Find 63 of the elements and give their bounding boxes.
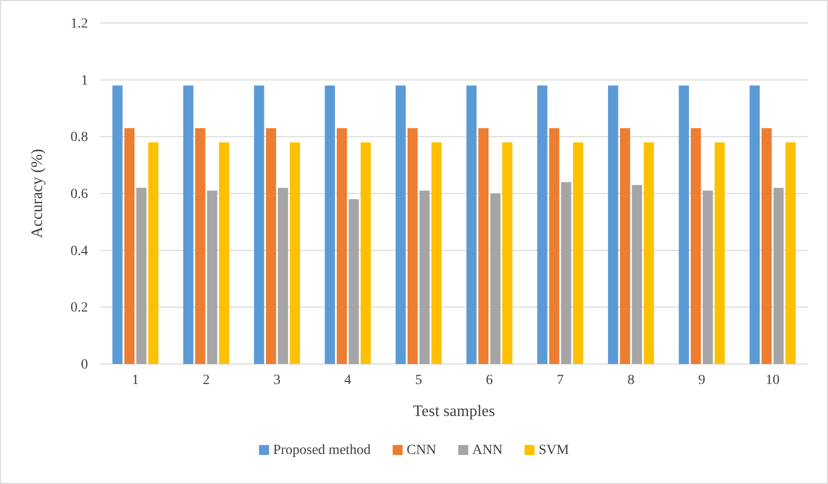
bar xyxy=(396,86,406,364)
bar xyxy=(620,128,630,364)
legend-label: Proposed method xyxy=(273,443,371,458)
bar xyxy=(714,142,725,364)
bar xyxy=(136,188,146,364)
bar xyxy=(219,142,230,364)
bar xyxy=(195,128,206,364)
x-tick-label: 5 xyxy=(415,372,422,388)
x-tick-label: 6 xyxy=(486,372,493,388)
bar xyxy=(573,142,584,364)
x-axis-title: Test samples xyxy=(413,403,495,420)
bar xyxy=(690,128,701,364)
y-tick-label: 0.6 xyxy=(70,186,88,202)
bar xyxy=(678,86,689,364)
legend-label: ANN xyxy=(472,443,503,458)
bar xyxy=(290,142,300,364)
legend-label: CNN xyxy=(406,443,436,458)
bar xyxy=(773,188,784,364)
bar xyxy=(632,184,642,364)
bar xyxy=(549,128,560,364)
bar xyxy=(124,128,135,364)
bar xyxy=(408,128,418,364)
bar xyxy=(644,142,654,364)
bar xyxy=(478,128,489,364)
bar xyxy=(148,142,158,364)
y-tick-label: 0.8 xyxy=(70,130,88,146)
y-tick-label: 1 xyxy=(81,73,88,88)
y-tick-label: 0.2 xyxy=(70,300,88,316)
bar xyxy=(266,128,276,364)
x-tick-label: 10 xyxy=(766,372,780,388)
bar xyxy=(608,86,618,364)
bar xyxy=(348,199,359,364)
y-tick-label: 1.2 xyxy=(70,16,88,32)
x-tick-label: 9 xyxy=(698,372,706,388)
bar xyxy=(183,86,194,364)
bar xyxy=(360,142,371,364)
bar xyxy=(762,128,772,364)
legend-label: SVM xyxy=(538,443,570,458)
bar xyxy=(112,86,123,364)
y-tick-label: 0 xyxy=(81,357,88,372)
bar xyxy=(419,190,430,364)
bar xyxy=(324,86,335,364)
bar xyxy=(750,86,760,364)
x-tick-label: 8 xyxy=(628,372,634,388)
bar xyxy=(207,190,218,364)
bar xyxy=(431,142,442,364)
bar xyxy=(336,128,347,364)
x-tick-label: 1 xyxy=(132,372,139,388)
bar xyxy=(561,182,572,364)
bar xyxy=(785,142,796,364)
x-tick-label: 3 xyxy=(274,372,280,388)
y-tick-label: 0.4 xyxy=(70,244,88,259)
bar xyxy=(702,190,713,364)
y-axis-title: Accuracy (%) xyxy=(29,148,46,238)
bar xyxy=(466,86,477,364)
x-tick-label: 7 xyxy=(556,372,564,388)
bar xyxy=(278,188,288,364)
bar xyxy=(254,86,264,364)
bar xyxy=(502,142,512,364)
bar xyxy=(537,86,548,364)
bar xyxy=(490,194,500,364)
x-tick-label: 2 xyxy=(202,372,210,388)
x-tick-label: 4 xyxy=(344,372,352,388)
